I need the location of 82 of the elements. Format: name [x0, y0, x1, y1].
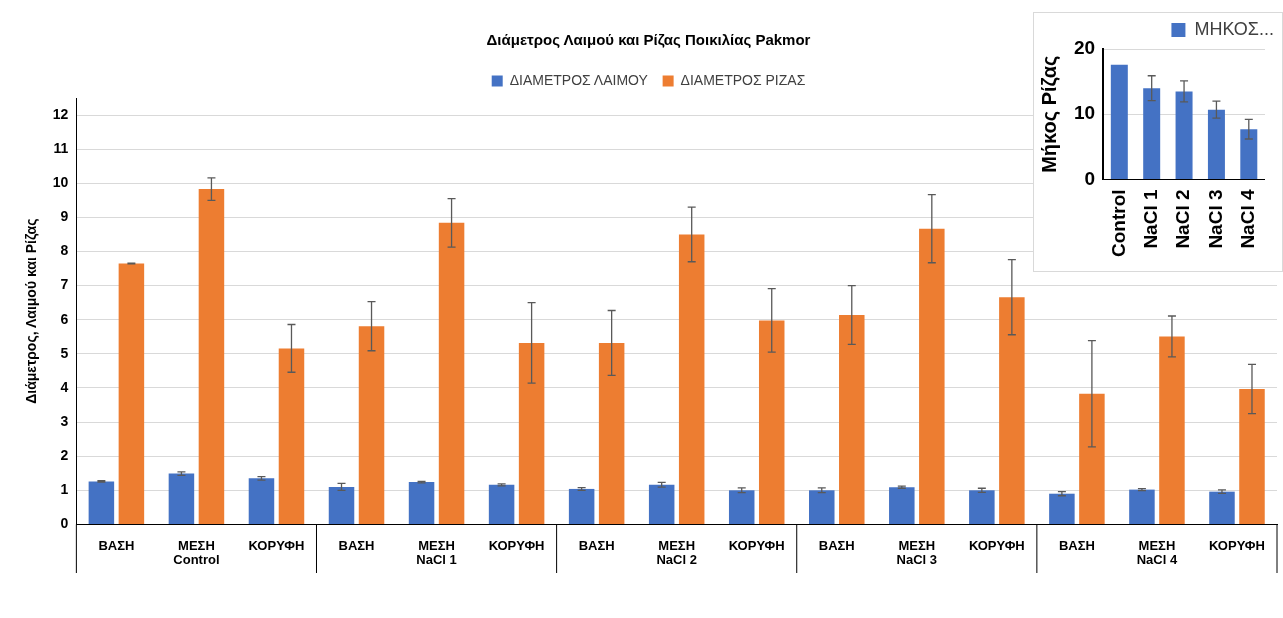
y-axis-title: Μήκος Ρίζας: [1037, 55, 1060, 173]
bar: [198, 189, 225, 524]
y-tick-label: 10: [52, 174, 69, 191]
y-tick-label: 5: [60, 344, 69, 361]
bar: [1049, 493, 1075, 524]
x-tick-label: ΜΕΣΗ: [1138, 537, 1176, 553]
bar: [728, 490, 755, 524]
x-tick-label: ΒΑΣΗ: [98, 537, 135, 553]
x-tick-label: NaCl 1: [1139, 189, 1161, 249]
bar: [598, 342, 625, 524]
x-tick-label: ΒΑΣΗ: [818, 537, 855, 553]
bar: [678, 234, 705, 524]
x-tick-label: ΜΕΣΗ: [178, 537, 215, 553]
bar: [88, 481, 115, 524]
bar: [1159, 336, 1185, 524]
bar: [1143, 88, 1161, 179]
x-tick-label: ΜΕΣΗ: [898, 537, 936, 553]
bar: [118, 263, 145, 524]
bar: [1240, 129, 1258, 179]
y-tick-label: 0: [1084, 167, 1096, 189]
x-tick-label: NaCl 4: [1237, 189, 1259, 249]
y-tick-label: 7: [60, 276, 69, 293]
y-tick-label: 2: [60, 447, 69, 464]
text: NaCl 4: [1136, 551, 1178, 567]
chart-title: Διάμετρος Λαιμού και Ρίζας Ποικιλίας Pakmor: [486, 31, 811, 49]
bar: [1079, 393, 1105, 524]
legend-label: ΔΙΑΜΕΤΡΟΣ ΛΑΙΜΟΥ: [509, 71, 649, 88]
x-tick-label: ΒΑΣΗ: [1058, 537, 1095, 553]
y-tick-label: 12: [52, 105, 69, 122]
x-tick-label: Control: [1107, 189, 1129, 258]
text: NaCl 1: [416, 551, 457, 567]
bar: [969, 490, 995, 524]
y-axis-title: Διάμετρος, Λαιμού και Ρίζας: [23, 218, 40, 404]
bar: [758, 320, 785, 524]
y-tick-label: 1: [60, 481, 69, 498]
x-tick-label: ΚΟΡΥΦΗ: [488, 537, 545, 553]
y-tick-label: 20: [1073, 37, 1096, 59]
y-tick-label: 6: [60, 310, 69, 327]
y-tick-label: 11: [53, 140, 69, 157]
bar: [168, 473, 195, 524]
bar: [248, 478, 275, 524]
bar: [1175, 91, 1193, 179]
y-tick-label: 0: [60, 515, 69, 532]
bar: [809, 490, 835, 524]
bar: [568, 488, 595, 524]
y-tick-label: 8: [60, 242, 69, 259]
x-tick-label: ΒΑΣΗ: [578, 537, 615, 553]
y-tick-label: 4: [60, 378, 69, 395]
x-tick-label: NaCl 2: [1172, 189, 1194, 249]
x-tick-label: ΒΑΣΗ: [338, 537, 375, 553]
y-tick-label: 10: [1073, 102, 1096, 124]
text: Control: [173, 551, 220, 567]
legend-label: ΔΙΑΜΕΤΡΟΣ ΡΙΖΑΣ: [680, 71, 806, 88]
bar: [358, 326, 385, 524]
bar: [839, 314, 865, 524]
x-tick-label: ΚΟΡΥΦΗ: [728, 537, 785, 553]
x-tick-label: ΚΟΡΥΦΗ: [1209, 537, 1265, 553]
bar: [1209, 491, 1235, 524]
text: NaCl 3: [896, 551, 938, 567]
bar: [648, 484, 675, 524]
bar: [518, 342, 545, 524]
y-tick-label: 9: [60, 208, 69, 225]
bar: [1129, 489, 1155, 524]
x-tick-label: ΜΕΣΗ: [658, 537, 696, 553]
bar: [1239, 388, 1265, 524]
x-tick-label: ΚΟΡΥΦΗ: [248, 537, 305, 553]
bar: [1110, 64, 1128, 179]
x-tick-label: ΜΕΣΗ: [418, 537, 455, 553]
y-tick-label: 3: [60, 412, 69, 429]
bar: [438, 222, 465, 524]
bar: [408, 482, 435, 524]
bar: [1207, 109, 1225, 179]
legend-label: ΜΗΚΟΣ...: [1194, 18, 1274, 39]
x-tick-label: NaCl 3: [1204, 189, 1226, 249]
x-tick-label: ΚΟΡΥΦΗ: [968, 537, 1025, 553]
bar: [999, 297, 1025, 524]
bar: [919, 228, 945, 524]
bar: [889, 487, 915, 524]
text: NaCl 2: [656, 551, 697, 567]
bar: [328, 486, 355, 524]
bar: [278, 348, 305, 524]
bar: [488, 484, 515, 524]
